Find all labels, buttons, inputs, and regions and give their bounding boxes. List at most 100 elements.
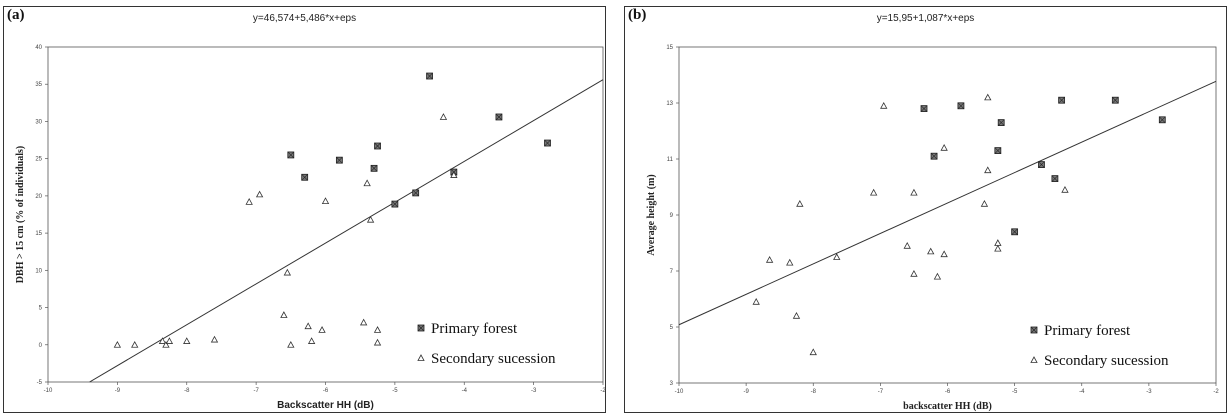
y-tick-label: 10 — [35, 268, 42, 274]
secondary-sucession-point — [980, 199, 989, 207]
secondary-sucession-point — [210, 335, 219, 343]
secondary-sucession-point — [366, 215, 375, 223]
primary-forest-point — [930, 152, 938, 160]
y-tick-label: 9 — [670, 213, 674, 219]
secondary-sucession-point — [994, 239, 1002, 246]
legend-entry: Primary forest — [431, 321, 518, 337]
y-tick-label: 5 — [39, 306, 43, 312]
marker-hatch — [412, 189, 419, 197]
primary-forest-point — [287, 151, 295, 159]
secondary-sucession-point — [307, 337, 316, 344]
secondary-sucession-point — [984, 93, 992, 101]
secondary-sucession-point — [131, 340, 139, 348]
marker-hatch — [287, 151, 295, 159]
secondary-sucession-point — [994, 244, 1002, 252]
marker-hatch — [374, 142, 381, 150]
secondary-sucession-point — [245, 198, 253, 205]
marker-hatch — [426, 72, 433, 80]
y-tick-label: 0 — [39, 343, 43, 349]
x-tick-label: -2 — [1213, 389, 1219, 395]
x-tick-label: -2 — [600, 388, 605, 394]
primary-forest-point — [1158, 116, 1166, 124]
regression-line — [89, 79, 604, 383]
marker-hatch — [544, 139, 551, 147]
y-tick-label: 20 — [35, 194, 42, 200]
secondary-sucession-point — [786, 258, 794, 266]
x-tick-label: -9 — [115, 388, 121, 394]
secondary-sucession-point — [283, 268, 292, 276]
chart-panel-a: (a) y=46,574+5,486*x+eps -10 -9 -8 -7 -6 -5 -4… — [3, 6, 606, 413]
y-tick-label: 25 — [35, 157, 42, 163]
x-tick-label: -5 — [392, 388, 398, 394]
legend-marker-secondary-sucession — [1030, 356, 1038, 363]
secondary-sucession-point — [910, 269, 918, 277]
marker-hatch — [1112, 96, 1119, 104]
marker-hatch — [1058, 96, 1065, 104]
y-tick-label: 15 — [35, 231, 42, 237]
secondary-sucession-point — [321, 197, 330, 205]
x-tick-label: -7 — [878, 389, 884, 395]
legend-marker-primary-forest — [417, 324, 425, 332]
primary-forest-point — [370, 164, 378, 172]
secondary-sucession-point — [765, 255, 774, 263]
y-axis-label: Average height (m) — [646, 174, 657, 255]
y-tick-label: 30 — [35, 119, 42, 125]
secondary-sucession-point — [910, 188, 918, 196]
legend-marker-secondary-sucession — [417, 354, 425, 361]
primary-forest-point — [495, 113, 503, 121]
x-tick-label: -3 — [531, 388, 537, 394]
secondary-sucession-point — [984, 166, 992, 174]
primary-forest-point — [997, 119, 1005, 126]
primary-forest-point — [544, 139, 551, 147]
primary-forest-point — [1011, 228, 1019, 236]
x-tick-label: -8 — [184, 388, 190, 394]
secondary-sucession-point — [927, 247, 935, 255]
secondary-sucession-point — [752, 297, 760, 305]
y-tick-label: 3 — [670, 381, 674, 387]
primary-forest-point — [391, 200, 399, 208]
marker-hatch — [994, 147, 1002, 154]
marker-hatch — [957, 102, 965, 110]
y-tick-label: -5 — [37, 380, 43, 386]
marker-hatch — [1159, 116, 1166, 124]
y-tick-label: 35 — [35, 82, 42, 88]
secondary-sucession-point — [940, 250, 948, 258]
marker-hatch — [495, 113, 503, 121]
secondary-sucession-point — [162, 340, 170, 348]
y-tick-label: 5 — [670, 325, 674, 331]
plot-area — [47, 46, 604, 383]
secondary-sucession-point — [940, 143, 948, 151]
primary-forest-point — [1111, 96, 1119, 104]
x-tick-label: -4 — [462, 388, 468, 394]
secondary-sucession-point — [880, 101, 888, 109]
secondary-sucession-point — [903, 241, 911, 249]
secondary-sucession-point — [165, 337, 174, 344]
regression-equation: y=46,574+5,486*x+eps — [252, 13, 357, 24]
secondary-sucession-point — [792, 311, 801, 319]
y-axis-label: DBH > 15 cm (% of individuals) — [15, 146, 26, 283]
marker-hatch — [1030, 326, 1038, 334]
secondary-sucession-point — [113, 340, 122, 348]
secondary-sucession-point — [183, 337, 191, 344]
marker-hatch — [920, 105, 928, 112]
x-tick-label: -10 — [675, 389, 684, 395]
x-axis-label: Backscatter HH (dB) — [277, 400, 374, 411]
scatter-plot: -10 -9 -8 -7 -6 -5 -4 -3 -2 -5 0 5 10 15 20 25 30 35 40 Bac… — [15, 45, 605, 411]
y-tick-label: 15 — [666, 45, 673, 51]
secondary-sucession-point — [373, 338, 382, 346]
marker-hatch — [1051, 175, 1059, 182]
primary-forest-point — [335, 156, 343, 164]
secondary-sucession-point — [304, 322, 312, 330]
marker-hatch — [997, 119, 1005, 126]
y-tick-label: 13 — [666, 101, 673, 107]
secondary-sucession-point — [318, 326, 326, 333]
marker-hatch — [370, 165, 378, 172]
legend-entry: Secondary sucession — [1044, 353, 1169, 369]
plot-area — [678, 46, 1217, 384]
primary-forest-point — [412, 189, 420, 197]
marker-hatch — [1038, 161, 1045, 168]
secondary-sucession-point — [1061, 185, 1069, 193]
chart-panel-b: (b) y=15,95+1,087*x+eps -10 -9 -8 -7 -6 -5 -4-… — [624, 6, 1227, 413]
secondary-sucession-point — [158, 337, 167, 344]
secondary-sucession-point — [280, 311, 288, 318]
